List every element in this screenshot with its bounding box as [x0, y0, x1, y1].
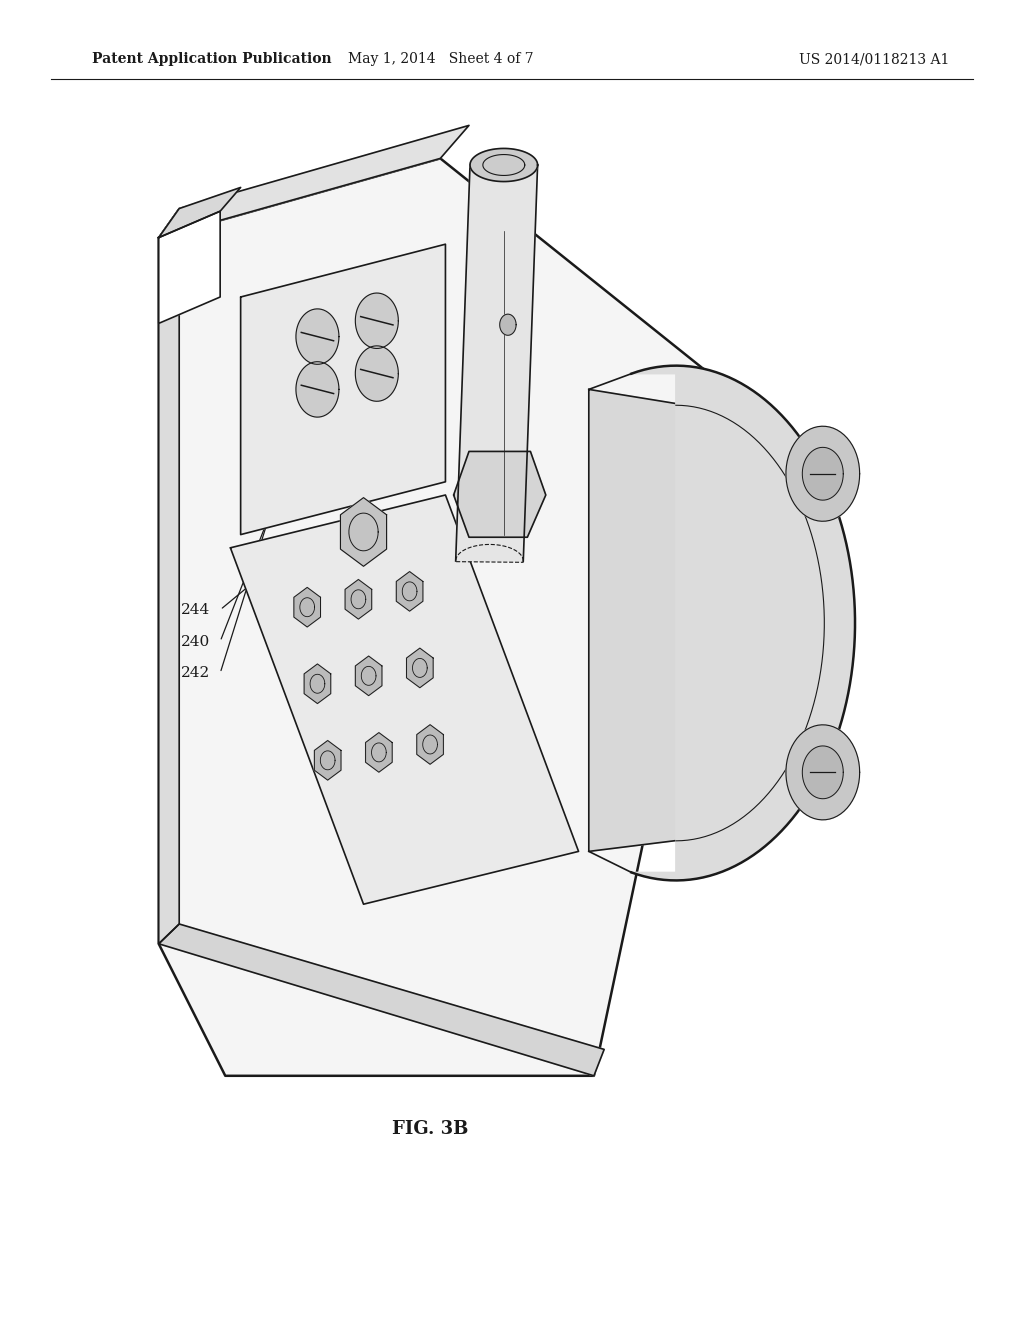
- Polygon shape: [470, 148, 538, 182]
- Polygon shape: [159, 924, 604, 1076]
- Polygon shape: [786, 426, 860, 521]
- Polygon shape: [407, 648, 433, 688]
- Polygon shape: [159, 125, 469, 238]
- Text: Patent Application Publication: Patent Application Publication: [92, 53, 332, 66]
- Polygon shape: [355, 656, 382, 696]
- Polygon shape: [159, 187, 241, 238]
- Polygon shape: [314, 741, 341, 780]
- Polygon shape: [241, 244, 445, 535]
- Polygon shape: [355, 346, 398, 401]
- Polygon shape: [159, 158, 737, 1076]
- Text: 240: 240: [180, 635, 210, 648]
- Polygon shape: [294, 587, 321, 627]
- Polygon shape: [296, 362, 339, 417]
- Text: FIG. 3B: FIG. 3B: [392, 1119, 468, 1138]
- Polygon shape: [345, 579, 372, 619]
- Circle shape: [500, 314, 516, 335]
- Polygon shape: [396, 572, 423, 611]
- Polygon shape: [803, 447, 844, 500]
- Polygon shape: [456, 165, 538, 561]
- Polygon shape: [159, 211, 220, 323]
- Text: US 2014/0118213 A1: US 2014/0118213 A1: [799, 53, 949, 66]
- Polygon shape: [340, 498, 387, 566]
- Polygon shape: [631, 366, 855, 880]
- Text: 244: 244: [180, 603, 210, 616]
- Polygon shape: [417, 725, 443, 764]
- Polygon shape: [355, 293, 398, 348]
- Text: 242: 242: [180, 667, 210, 680]
- Polygon shape: [786, 725, 860, 820]
- Polygon shape: [296, 309, 339, 364]
- Polygon shape: [159, 209, 179, 944]
- Polygon shape: [304, 664, 331, 704]
- Polygon shape: [803, 746, 844, 799]
- Polygon shape: [454, 451, 546, 537]
- Polygon shape: [230, 495, 579, 904]
- Text: May 1, 2014   Sheet 4 of 7: May 1, 2014 Sheet 4 of 7: [347, 53, 534, 66]
- Polygon shape: [366, 733, 392, 772]
- Polygon shape: [589, 389, 829, 851]
